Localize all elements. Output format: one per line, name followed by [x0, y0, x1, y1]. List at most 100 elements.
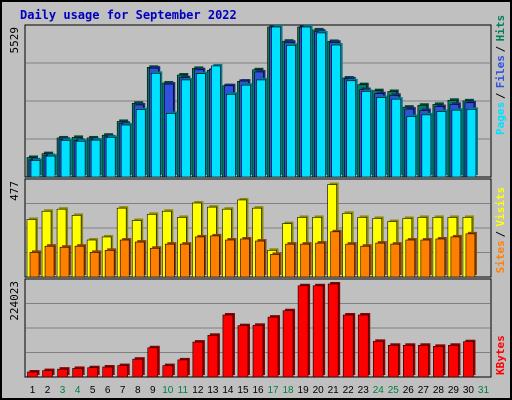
- bar-sites-day-7: [119, 239, 130, 278]
- bar-sites-day-21: [330, 231, 340, 278]
- bar-kbytes-day-11: [177, 359, 189, 378]
- x-tick-label-day-24: 24: [373, 385, 385, 396]
- bar-sites-day-24: [375, 242, 386, 278]
- bar-kbytes-day-24: [372, 341, 384, 378]
- bar-kbytes-day-16: [252, 325, 264, 378]
- y-max-label: 224023: [8, 281, 21, 321]
- bar-kbytes-day-17: [267, 316, 279, 378]
- bar-sites-day-6: [104, 249, 115, 278]
- bar-sites-day-2: [44, 245, 55, 278]
- bar-pages-day-8: [135, 109, 146, 178]
- bar-kbytes-day-4: [72, 368, 83, 378]
- bar-kbytes-day-20: [312, 285, 324, 378]
- bar-pages-day-27: [421, 114, 432, 178]
- legend-separator: /: [494, 92, 507, 99]
- x-tick-label-day-8: 8: [135, 385, 141, 396]
- bar-sites-day-23: [360, 245, 371, 278]
- x-tick-label-day-12: 12: [192, 385, 204, 396]
- legend-kbytes: KBytes: [494, 335, 507, 375]
- bar-sites-day-18: [285, 243, 295, 278]
- legend-files: Files: [494, 55, 507, 88]
- x-tick-label-day-27: 27: [418, 385, 430, 396]
- bar-kbytes-day-13: [207, 335, 219, 378]
- bar-kbytes-day-29: [448, 344, 459, 378]
- bar-pages-day-4: [75, 140, 86, 178]
- x-tick-label-day-19: 19: [298, 385, 310, 396]
- x-tick-label-day-6: 6: [105, 385, 111, 396]
- bar-pages-day-22: [346, 80, 356, 178]
- x-tick-label-day-9: 9: [150, 385, 156, 396]
- bar-sites-day-29: [450, 236, 461, 278]
- bar-kbytes-day-8: [132, 358, 144, 378]
- bar-sites-day-22: [345, 243, 355, 278]
- x-tick-label-day-15: 15: [237, 385, 249, 396]
- bar-kbytes-day-22: [342, 314, 354, 378]
- bar-sites-day-8: [134, 241, 145, 278]
- x-tick-label-day-2: 2: [45, 385, 51, 396]
- bar-pages-day-17: [271, 26, 281, 178]
- x-tick-label-day-26: 26: [403, 385, 415, 396]
- bar-kbytes-day-30: [463, 341, 474, 378]
- bar-kbytes-day-18: [282, 310, 294, 378]
- y-max-label: 477: [8, 181, 21, 201]
- bar-kbytes-day-3: [57, 368, 68, 378]
- bar-pages-day-7: [120, 124, 131, 178]
- x-tick-label-day-20: 20: [313, 385, 325, 396]
- legend-separator: /: [494, 231, 507, 238]
- x-tick-label-day-4: 4: [75, 385, 81, 396]
- bar-kbytes-day-25: [387, 344, 399, 378]
- bar-kbytes-day-7: [117, 365, 129, 378]
- bar-sites-day-9: [149, 247, 160, 278]
- x-tick-label-day-5: 5: [90, 385, 96, 396]
- legend-hits: Hits: [494, 15, 507, 42]
- x-tick-label-day-30: 30: [463, 385, 475, 396]
- bar-pages-day-25: [391, 98, 402, 178]
- bar-kbytes-day-5: [87, 367, 98, 378]
- bar-kbytes-day-15: [237, 325, 249, 378]
- bar-kbytes-day-14: [222, 314, 234, 378]
- bar-pages-day-19: [301, 26, 311, 178]
- bar-pages-day-29: [451, 109, 462, 178]
- bar-pages-day-20: [316, 32, 326, 178]
- bar-sites-day-25: [390, 243, 401, 278]
- bar-kbytes-day-6: [102, 366, 113, 378]
- bar-pages-day-5: [90, 139, 101, 178]
- chart-title: Daily usage for September 2022: [20, 8, 237, 22]
- bar-sites-day-30: [465, 233, 476, 278]
- bar-sites-day-5: [89, 252, 100, 278]
- bar-kbytes-day-10: [162, 365, 174, 378]
- bar-kbytes-day-9: [147, 347, 159, 378]
- bar-pages-day-1: [30, 160, 41, 178]
- x-tick-label-day-1: 1: [30, 385, 36, 396]
- bar-pages-day-11: [181, 79, 191, 178]
- bar-pages-day-28: [436, 111, 447, 178]
- bar-pages-day-6: [105, 137, 116, 178]
- bar-pages-day-18: [286, 45, 296, 178]
- bar-sites-day-27: [420, 239, 431, 278]
- bar-pages-day-23: [361, 91, 372, 178]
- bar-kbytes-day-2: [42, 370, 53, 378]
- bar-sites-day-13: [210, 235, 220, 278]
- x-tick-label-day-25: 25: [388, 385, 400, 396]
- bar-pages-day-30: [466, 109, 477, 178]
- bar-sites-day-14: [225, 239, 235, 278]
- bar-kbytes-day-21: [327, 283, 339, 378]
- bar-sites-day-1: [29, 252, 40, 278]
- legend-sites: Sites: [494, 240, 507, 273]
- x-tick-label-day-21: 21: [328, 385, 340, 396]
- bar-pages-day-12: [196, 73, 206, 178]
- bar-kbytes-day-23: [357, 314, 369, 378]
- x-tick-label-day-31: 31: [478, 385, 490, 396]
- x-tick-label-day-28: 28: [433, 385, 445, 396]
- x-tick-label-day-18: 18: [283, 385, 295, 396]
- y-max-label: 5529: [8, 27, 21, 54]
- bar-sites-day-3: [59, 246, 70, 278]
- x-tick-label-day-23: 23: [358, 385, 370, 396]
- bar-pages-day-2: [45, 155, 56, 178]
- legend-visits: Visits: [494, 187, 507, 227]
- x-tick-label-day-10: 10: [162, 385, 174, 396]
- bar-pages-day-10: [165, 113, 176, 178]
- bar-pages-day-9: [150, 73, 161, 178]
- x-tick-label-day-13: 13: [207, 385, 219, 396]
- x-tick-label-day-16: 16: [252, 385, 264, 396]
